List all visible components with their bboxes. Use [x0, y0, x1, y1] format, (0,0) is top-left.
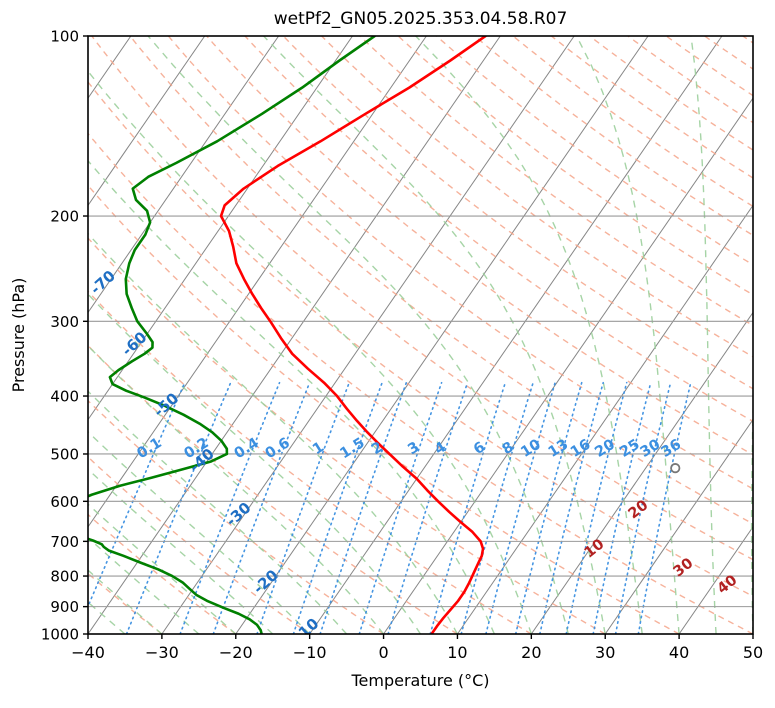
background-lines	[88, 36, 753, 634]
mixing-ratio-line	[637, 381, 692, 634]
y-tick-label: 300	[50, 313, 79, 331]
isotherm-line	[88, 36, 427, 528]
mixing-ratio-line	[88, 381, 186, 609]
dry-adiabat-line	[627, 36, 753, 124]
dry-adiabat-line	[512, 36, 753, 208]
moist-adiabat-line	[88, 70, 532, 634]
isotherm-line	[678, 525, 753, 634]
y-axis-label: Pressure (hPa)	[9, 278, 28, 393]
dry-adiabat-line	[244, 36, 753, 423]
y-tick-label: 800	[50, 568, 79, 586]
mixing-ratio-line	[539, 381, 604, 634]
dry-adiabat-line	[206, 36, 753, 456]
moist-adiabat-line	[750, 388, 753, 634]
mixing-ratio-line	[319, 381, 408, 634]
parcel-marker	[670, 463, 681, 474]
moist-adiabat-line	[147, 36, 569, 634]
dry-adiabat-line	[88, 132, 753, 634]
dry-adiabat-line	[88, 237, 606, 634]
mixing-ratio-line	[565, 381, 628, 634]
isotherm-line	[752, 633, 753, 634]
isotherm-line	[457, 204, 753, 634]
moist-adiabat-line	[88, 345, 385, 634]
mixing-ratio-line	[179, 381, 281, 634]
mixing-ratio-line	[460, 381, 534, 634]
isotherm-line	[530, 311, 753, 634]
dry-adiabat-line	[88, 456, 311, 634]
y-tick-label: 400	[50, 388, 79, 406]
isotherm-line	[88, 36, 280, 314]
x-tick-label: 10	[447, 643, 467, 662]
dewpoint-profile	[88, 36, 376, 634]
x-tick-label: −40	[71, 643, 105, 662]
x-tick-label: −20	[219, 643, 253, 662]
x-tick-label: −10	[293, 643, 327, 662]
temperature-profile	[219, 36, 487, 634]
dry-adiabat-line	[88, 290, 532, 634]
plot-background	[88, 36, 753, 634]
mixing-ratio-line	[614, 381, 672, 634]
dry-adiabat-line	[88, 344, 458, 634]
moist-adiabat-line	[88, 293, 422, 634]
moist-adiabat-line	[263, 36, 606, 634]
isotherm-line	[383, 97, 753, 634]
dry-adiabat-line	[88, 184, 680, 634]
y-tick-label: 100	[50, 28, 79, 46]
y-tick-label: 200	[50, 208, 79, 226]
y-tick-label: 1000	[41, 626, 79, 644]
plot-frame	[87, 35, 754, 635]
isotherm-line	[161, 36, 575, 634]
x-axis-label: Temperature (°C)	[350, 671, 489, 690]
x-tick-label: 50	[743, 643, 763, 662]
mixing-ratio-line	[387, 381, 469, 634]
mixing-ratio-line	[514, 381, 583, 634]
profile-lines	[88, 36, 681, 634]
x-tick-label: 40	[669, 643, 689, 662]
moist-adiabat-line	[575, 36, 680, 634]
dry-adiabat-line	[359, 36, 753, 327]
isotherm-line	[88, 36, 206, 207]
mixing-ratio-line	[429, 381, 507, 634]
moist-adiabat-line	[88, 390, 348, 634]
x-tick-label: −30	[145, 643, 179, 662]
moist-adiabat-line	[690, 36, 717, 634]
isotherm-line	[604, 418, 753, 634]
dry-adiabat-line	[91, 36, 753, 561]
x-tick-label: 30	[595, 643, 615, 662]
dry-adiabat-line	[88, 80, 753, 598]
chart-title: wetPf2_GN05.2025.353.04.58.R07	[274, 9, 568, 29]
dry-adiabat-line	[321, 36, 753, 358]
dry-adiabat-line	[665, 36, 753, 97]
isotherm-line	[235, 36, 649, 634]
y-tick-label: 700	[50, 533, 79, 551]
mixing-ratio-line	[292, 381, 383, 634]
mixing-ratio-line	[358, 381, 443, 634]
dry-adiabat-line	[167, 36, 753, 490]
moist-adiabat-line	[415, 36, 643, 634]
mixing-ratio-line	[485, 381, 556, 634]
isotherm-line	[88, 36, 501, 634]
mixing-ratio-line	[592, 381, 652, 634]
y-tick-label: 900	[50, 598, 79, 616]
x-tick-label: 0	[378, 643, 388, 662]
mixing-ratio-line	[125, 381, 232, 634]
moist-adiabat-line	[88, 569, 163, 634]
moist-adiabat-line	[88, 159, 496, 634]
dry-adiabat-line	[550, 36, 753, 179]
moist-adiabat-line	[88, 468, 274, 634]
dry-adiabat-line	[397, 36, 753, 296]
dry-adiabat-line	[474, 36, 753, 237]
x-tick-label: 20	[521, 643, 541, 662]
y-tick-label: 600	[50, 493, 79, 511]
isotherm-line	[309, 36, 723, 634]
y-tick-label: 500	[50, 445, 79, 463]
